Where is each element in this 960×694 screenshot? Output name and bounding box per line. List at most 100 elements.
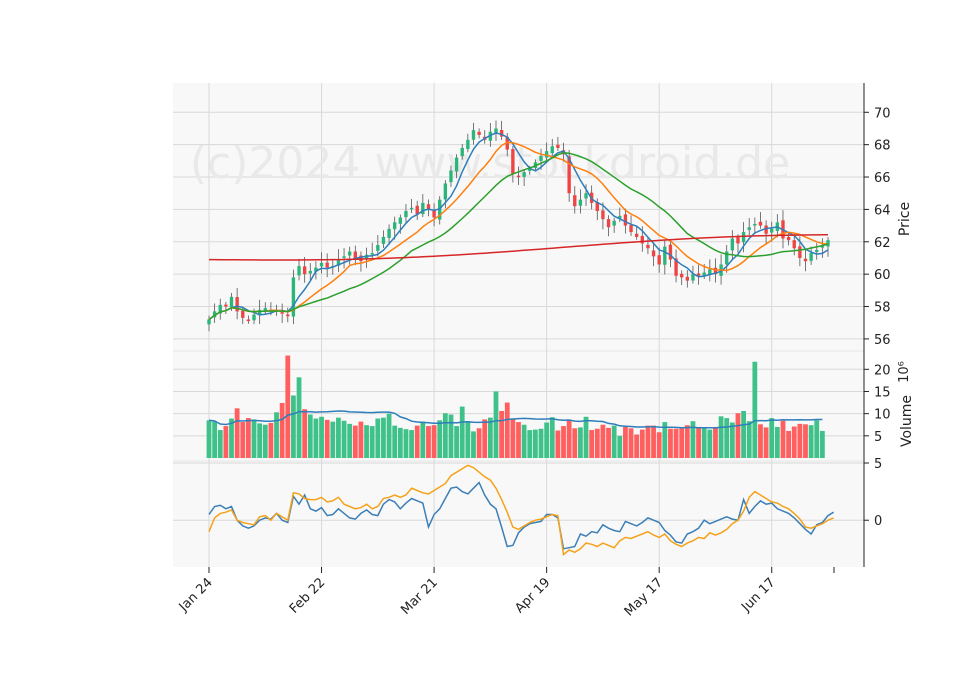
candle-body [297, 266, 301, 276]
candle-body [736, 237, 740, 244]
volume-bar [555, 430, 561, 458]
volume-bar [679, 428, 685, 458]
candle-body [438, 199, 442, 220]
candle-body [443, 183, 448, 200]
volume-bar [381, 417, 386, 458]
candle-body [218, 304, 222, 314]
candle-body [404, 211, 408, 218]
x-tick-label: Apr 19 [512, 575, 553, 616]
volume-bar [769, 418, 775, 458]
candle-body [725, 251, 729, 265]
candle-body [815, 249, 819, 253]
volume-bar [583, 416, 589, 458]
volume-bar [459, 406, 465, 458]
volume-bar [656, 432, 662, 458]
volume-bar [561, 426, 566, 458]
candle-body [685, 276, 690, 281]
candle-body [680, 273, 684, 278]
candle-body [792, 240, 796, 249]
volume-bar [465, 421, 471, 458]
candle-body [224, 304, 228, 307]
candle-body [803, 258, 808, 262]
candle-body [539, 155, 543, 161]
volume-bar [364, 425, 369, 458]
candle-body [770, 228, 774, 233]
volume-bar [729, 422, 735, 458]
candle-body [629, 225, 633, 233]
candle-body [364, 254, 369, 260]
volume-bar [234, 408, 240, 458]
volume-bar [493, 391, 499, 458]
candle-body [387, 228, 391, 238]
candle-body [522, 172, 526, 177]
volume-bar [662, 422, 668, 458]
volume-bar [696, 426, 701, 458]
volume-bar [257, 423, 263, 458]
volume-bar [397, 427, 403, 458]
volume-bar [262, 424, 268, 458]
candle-body [398, 217, 403, 224]
price-tick-label: 60 [874, 268, 891, 283]
candle-body [347, 251, 352, 256]
volume-bar [217, 430, 223, 458]
volume-bar [808, 425, 814, 458]
volume-bar [797, 423, 803, 458]
vertical-gridlines [208, 83, 773, 567]
candle-body [477, 131, 481, 135]
candle-body [730, 238, 735, 251]
volume-bar [313, 418, 319, 458]
candle-body [584, 193, 588, 199]
volume-bar [319, 416, 324, 458]
candle-body [646, 244, 650, 249]
ma-long-line [208, 152, 829, 321]
volume-bar [330, 421, 336, 458]
volume-bar [437, 420, 443, 458]
volume-bar [223, 426, 229, 458]
candle-body [454, 157, 459, 172]
volume-bar [302, 409, 308, 458]
volume-bar [206, 420, 212, 458]
candle-body [471, 130, 476, 140]
volume-bar [741, 410, 746, 458]
volume-bar [386, 413, 392, 458]
candle-body [353, 251, 357, 258]
volume-bar [212, 421, 218, 458]
oscillator-tick-label: 5 [874, 457, 882, 472]
candle-body [229, 296, 234, 308]
oscillator-lines [208, 464, 834, 557]
candle-body [606, 219, 611, 228]
volume-bar [471, 431, 476, 458]
moving-averages [208, 132, 829, 321]
volume-tick-label: 5 [874, 430, 882, 445]
volume-bar [291, 395, 296, 458]
candle-body [708, 269, 712, 275]
volume-bar [279, 403, 285, 458]
candle-body [286, 314, 290, 317]
volume-tick-label: 15 [874, 385, 891, 400]
candle-body [573, 195, 577, 207]
candle-body [488, 131, 493, 141]
volume-bar [240, 422, 246, 458]
volume-average-line [208, 410, 823, 429]
candle-body [618, 215, 622, 219]
volume-bar [651, 425, 656, 458]
volume-bar [544, 422, 550, 458]
volume-bar [476, 428, 482, 458]
volume-bar [521, 424, 527, 458]
volume-bar [414, 425, 420, 458]
volume-bar [634, 434, 640, 458]
candle-body [764, 225, 768, 234]
volume-bar [487, 417, 493, 458]
volume-bar [409, 430, 414, 458]
candle-body [280, 312, 284, 314]
volume-bar [251, 419, 257, 458]
volume-bar [516, 422, 521, 458]
candle-body [342, 256, 346, 258]
candle-body [758, 221, 763, 226]
volume-bar [392, 425, 398, 458]
volume-bar [645, 425, 651, 458]
volume-bar [752, 361, 758, 458]
candle-body [499, 129, 504, 137]
